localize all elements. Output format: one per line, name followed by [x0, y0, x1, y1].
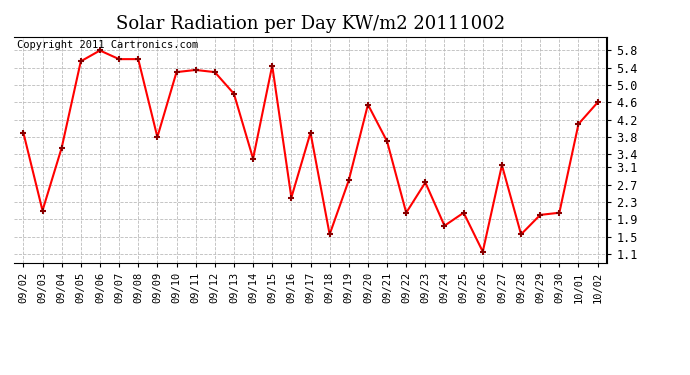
Text: Copyright 2011 Cartronics.com: Copyright 2011 Cartronics.com — [17, 40, 198, 50]
Title: Solar Radiation per Day KW/m2 20111002: Solar Radiation per Day KW/m2 20111002 — [116, 15, 505, 33]
